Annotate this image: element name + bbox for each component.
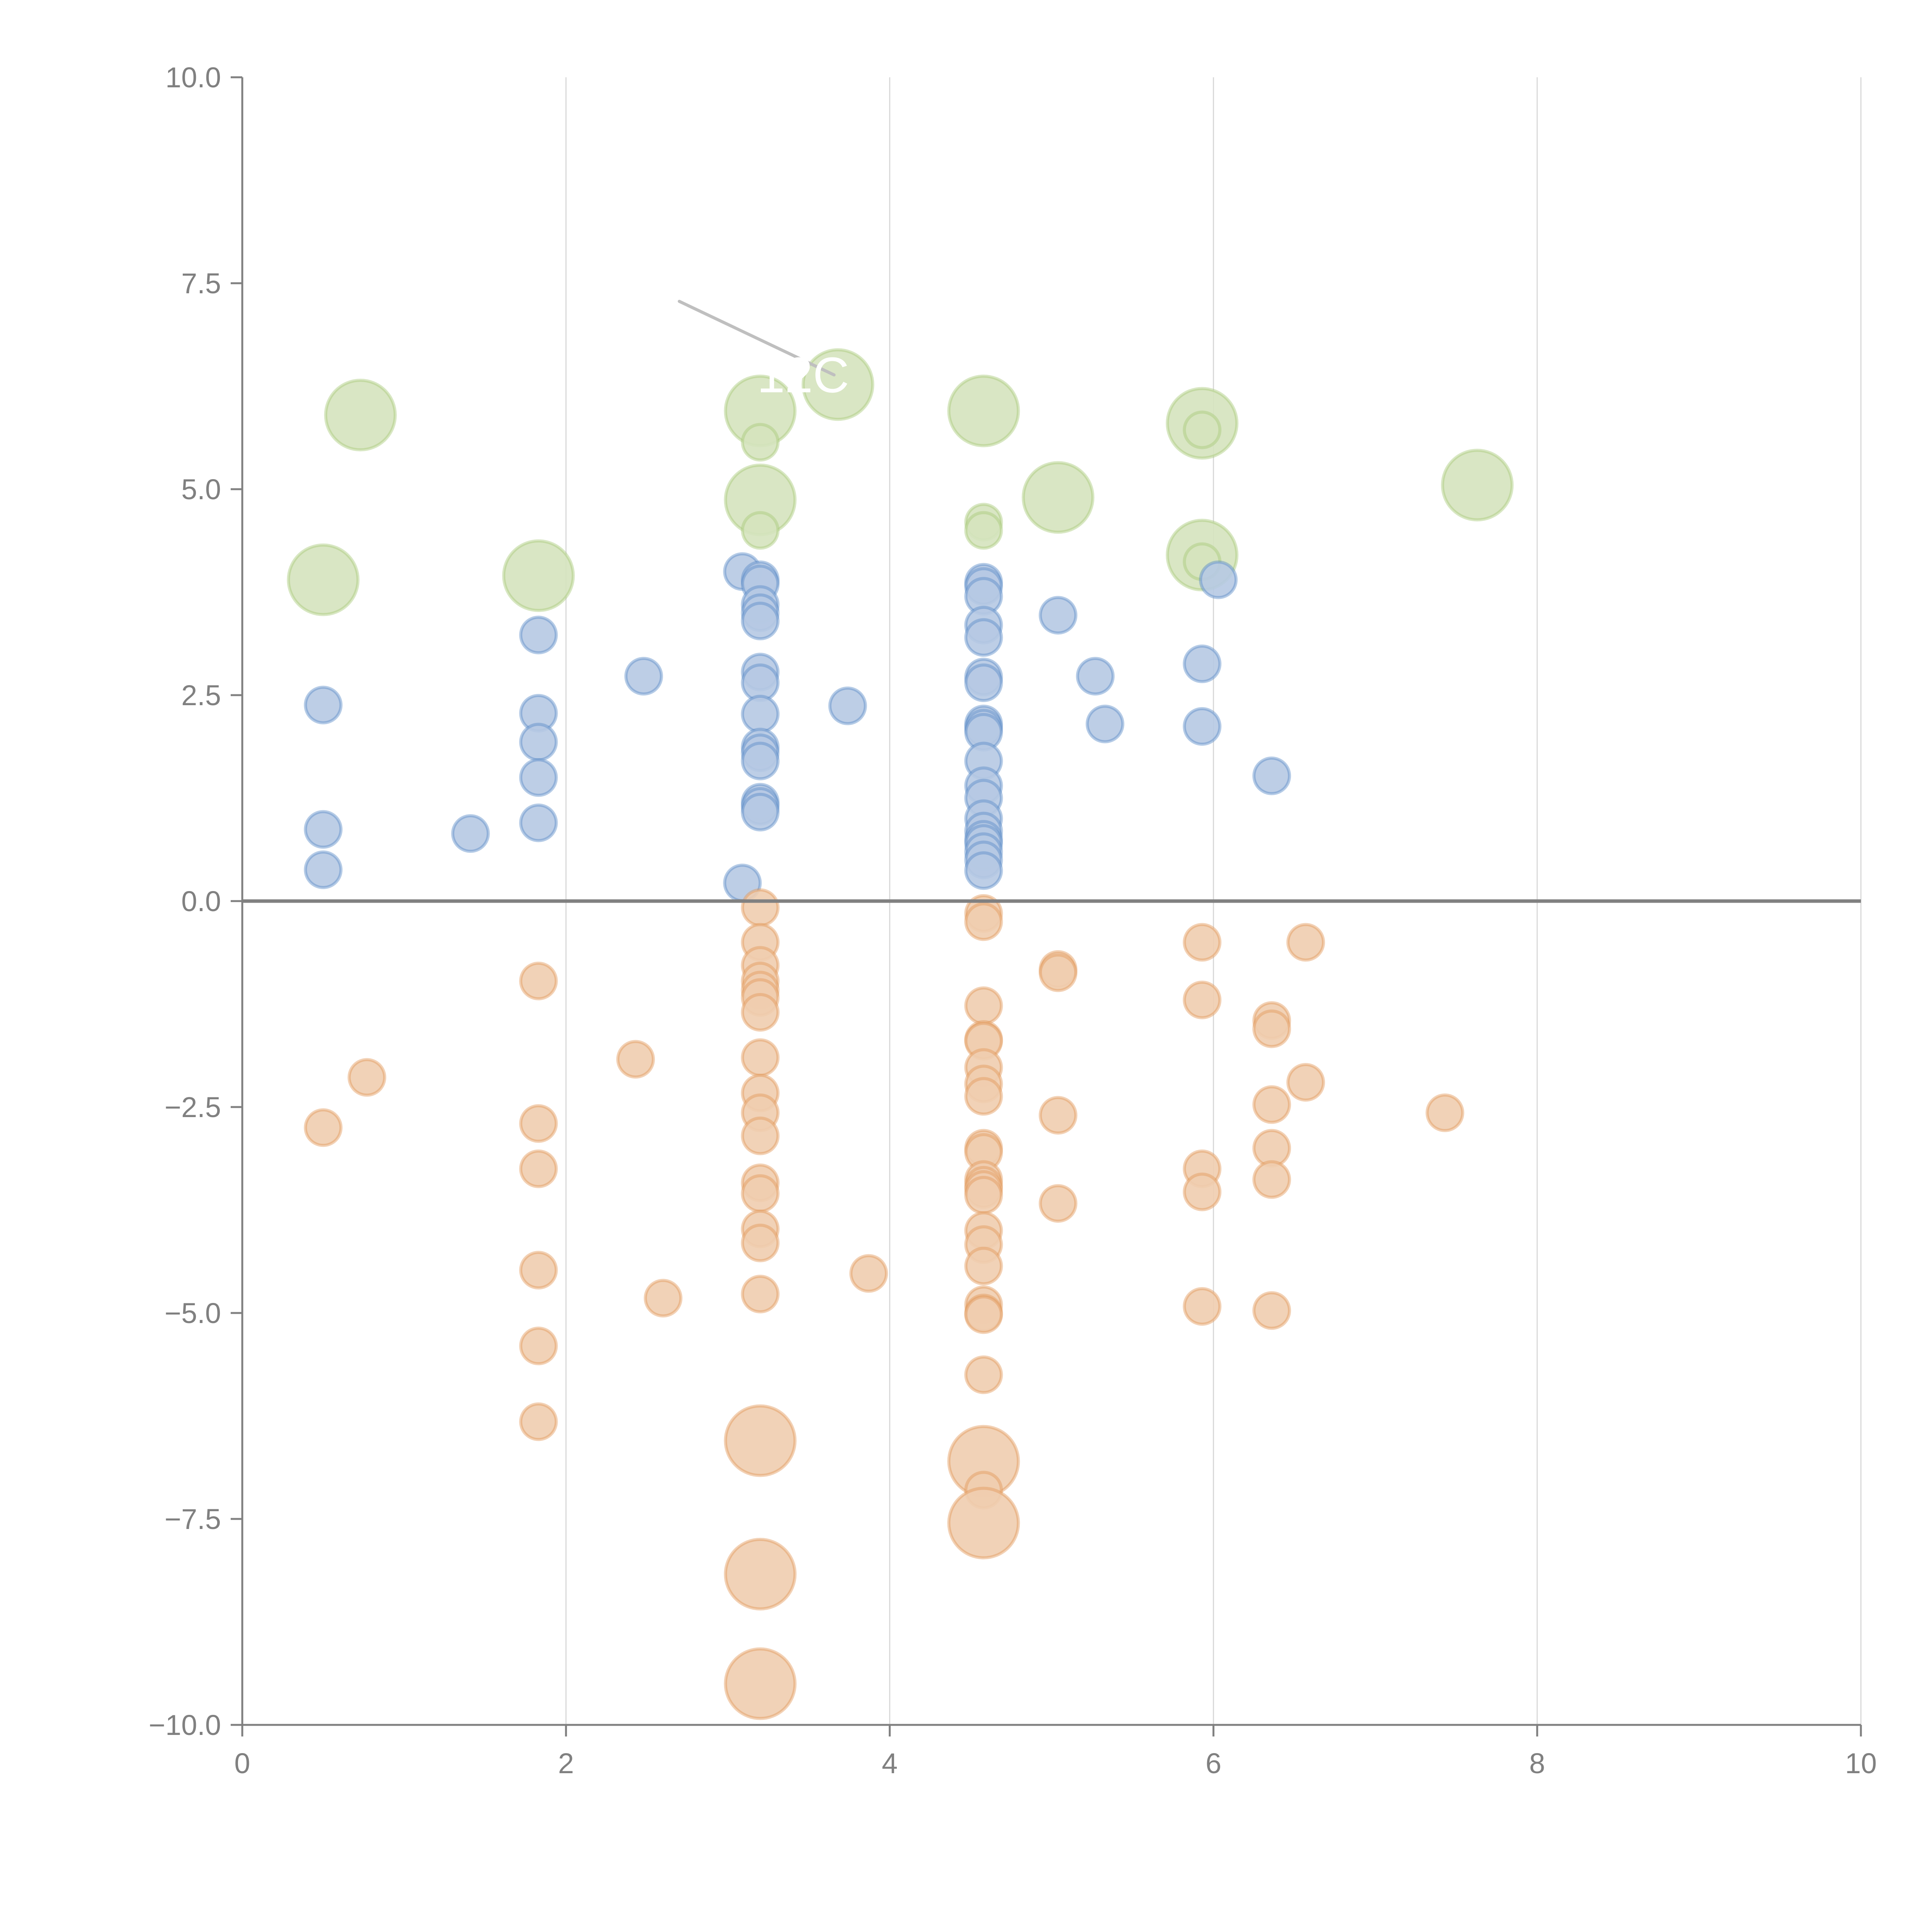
y-tick-label: 5.0 [181, 473, 221, 505]
bubble-positive-high-10 [964, 511, 1003, 550]
bubble-negative-64 [1252, 1009, 1291, 1048]
bubble-negative-29 [849, 1254, 888, 1293]
bubble-negative-17 [741, 1038, 780, 1077]
bubble-negative-53 [947, 1486, 1020, 1560]
bubble-negative-59 [1183, 980, 1222, 1019]
x-tick-label: 8 [1529, 1747, 1545, 1779]
bubble-negative-20 [741, 1116, 780, 1155]
bubble-positive-49 [1085, 704, 1124, 743]
bubble-positive-51 [1183, 707, 1222, 746]
bubble-positive-high-0 [287, 543, 360, 616]
bubble-positive-4 [519, 616, 558, 655]
bubble-positive-16 [741, 602, 780, 641]
bubble-negative-65 [1252, 1085, 1291, 1124]
x-tick-label: 6 [1206, 1747, 1221, 1779]
bubble-negative-49 [964, 1295, 1003, 1334]
bubble-positive-high-1 [324, 379, 397, 452]
bubble-positive-6 [519, 723, 558, 762]
bubble-negative-28 [724, 1647, 797, 1720]
bubble-negative-68 [1252, 1291, 1291, 1330]
y-tick-label: 0.0 [181, 885, 221, 917]
annotation-leader-line [678, 299, 836, 377]
bubble-positive-22 [741, 742, 780, 781]
annotation: 12C [678, 299, 849, 403]
bubble-positive-19 [741, 695, 780, 734]
bubble-positive-high-4 [741, 423, 780, 462]
bubbles [287, 348, 1514, 1720]
bubble-positive-high-2 [502, 539, 575, 612]
bubble-positive-48 [1076, 656, 1115, 696]
bubble-positive-50 [1183, 644, 1222, 683]
bubble-positive-high-11 [1022, 461, 1095, 534]
bubble-negative-16 [741, 993, 780, 1032]
bubble-negative-55 [1039, 953, 1078, 992]
bubble-negative-7 [519, 1402, 558, 1441]
bubble-positive-31 [964, 618, 1003, 657]
bubble-positive-high-8 [947, 374, 1020, 447]
bubble-positive-46 [964, 851, 1003, 890]
bubble-negative-22 [741, 1174, 780, 1213]
bubble-negative-43 [964, 1176, 1003, 1215]
y-tick-label: 10.0 [165, 61, 221, 94]
bubble-positive-33 [964, 663, 1003, 702]
bubble-positive-25 [741, 793, 780, 832]
bubble-negative-46 [964, 1247, 1003, 1286]
bubble-positive-9 [624, 656, 663, 696]
bubble-negative-4 [519, 1149, 558, 1188]
bubble-negative-3 [519, 1104, 558, 1143]
y-tick-label: 2.5 [181, 679, 221, 711]
bubble-negative-69 [1286, 923, 1325, 962]
bubble-positive-53 [1252, 756, 1291, 795]
bubble-negative-37 [964, 1077, 1003, 1116]
bubble-negative-2 [519, 961, 558, 1000]
bubble-negative-9 [644, 1279, 683, 1318]
bubble-positive-2 [304, 850, 343, 889]
y-tick-label: −5.0 [165, 1297, 221, 1329]
bubble-negative-62 [1183, 1287, 1222, 1326]
y-tick-label: −10.0 [149, 1709, 221, 1741]
x-tick-label: 2 [558, 1747, 574, 1779]
bubble-positive-high-16 [1441, 449, 1514, 522]
bubble-negative-27 [724, 1537, 797, 1611]
bubble-positive-high-6 [741, 511, 780, 550]
bubble-negative-32 [964, 986, 1003, 1025]
y-tick-label: −2.5 [165, 1091, 221, 1123]
bubble-negative-50 [964, 1355, 1003, 1394]
bubble-negative-56 [1039, 1096, 1078, 1135]
bubble-negative-1 [347, 1058, 386, 1097]
bubble-positive-1 [304, 810, 343, 849]
bubble-negative-57 [1039, 1184, 1078, 1223]
bubble-negative-26 [724, 1404, 797, 1477]
x-tick-label: 4 [882, 1747, 898, 1779]
bubble-negative-25 [741, 1274, 780, 1313]
ticks: 0 2 4 6 8 10 10.0 7.5 5.0 2.5 0.0 −2.5 −5.0 −7.5 −10.0 [149, 61, 1877, 1779]
bubble-negative-70 [1286, 1063, 1325, 1102]
bubble-positive-7 [519, 758, 558, 797]
bubble-positive-0 [304, 685, 343, 724]
bubble-negative-6 [519, 1327, 558, 1366]
y-tick-label: −7.5 [165, 1503, 221, 1535]
y-tick-label: 7.5 [181, 267, 221, 299]
bubble-negative-58 [1183, 923, 1222, 962]
annotation-label: 12C [757, 347, 849, 403]
bubble-positive-high-13 [1183, 410, 1222, 449]
bubble-negative-67 [1252, 1160, 1291, 1199]
bubble-positive-26 [828, 686, 867, 725]
bubble-positive-47 [1039, 596, 1078, 635]
bubble-positive-3 [451, 814, 490, 853]
bubble-negative-5 [519, 1251, 558, 1290]
bubble-positive-8 [519, 803, 558, 842]
bubble-positive-52 [1199, 560, 1238, 599]
bubble-negative-71 [1425, 1093, 1464, 1132]
bubble-negative-10 [741, 888, 780, 927]
bubble-negative-61 [1183, 1172, 1222, 1211]
bubble-negative-8 [616, 1040, 655, 1079]
bubble-negative-31 [964, 902, 1003, 941]
x-tick-label: 0 [234, 1747, 250, 1779]
x-tick-label: 10 [1845, 1747, 1877, 1779]
bubble-negative-24 [741, 1223, 780, 1262]
bubble-negative-0 [304, 1108, 343, 1147]
